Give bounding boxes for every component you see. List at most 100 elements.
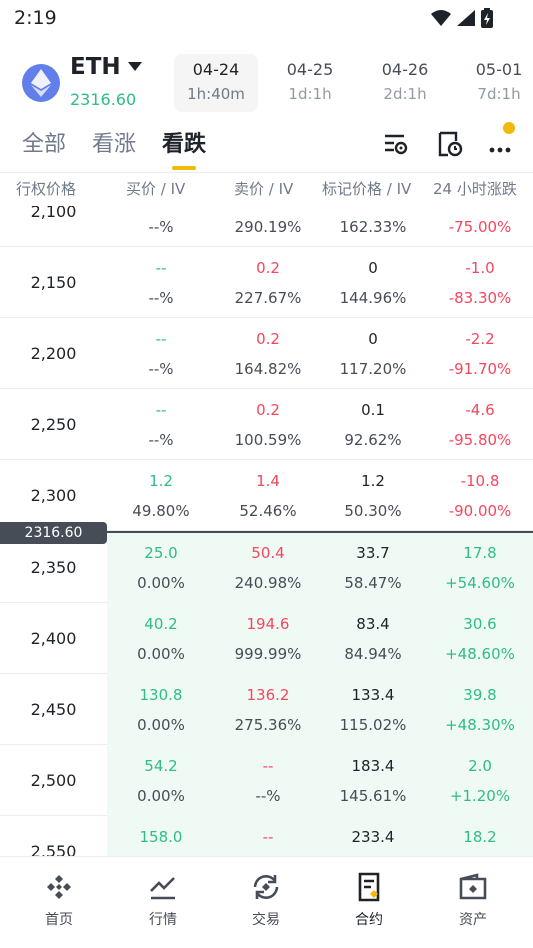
ask-iv: 290.19% [234,218,302,236]
nav-futures[interactable]: 合约 [316,857,422,948]
ask-price[interactable]: 0.2 [256,401,280,419]
header-bid: 买价 / IV [126,180,186,198]
expiry-tab-0501[interactable]: 05-01 7d:1h [457,54,533,112]
bid-price[interactable]: -- [155,401,167,419]
table-row[interactable]: 2,500 54.2 0.00% -- --% 183.4 145.61% 2.… [0,745,533,816]
in-the-money-highlight [107,816,533,856]
ask-iv: 52.46% [239,502,297,520]
strike-price: 2,150 [30,273,77,292]
home-icon [47,875,71,899]
change-percent: -91.70% [448,360,512,378]
settings-filter-icon[interactable] [382,130,410,158]
coin-price: 2316.60 [70,90,137,109]
in-the-money-highlight [107,745,533,816]
bid-price[interactable]: 54.2 [144,757,178,775]
wifi-icon [431,10,451,26]
ask-iv: 240.98% [234,574,302,592]
ethereum-icon[interactable] [22,64,60,102]
strike-price: 2,450 [30,700,77,719]
ask-price[interactable]: 50.4 [251,544,285,562]
nav-trade[interactable]: 交易 [213,857,319,948]
ask-price[interactable]: 0.2 [256,259,280,277]
nav-markets[interactable]: 行情 [110,857,216,948]
mark-price: 33.7 [356,544,390,562]
change-percent: -95.80% [448,431,512,449]
change-value: -1.0 [465,259,495,277]
bid-price[interactable]: 158.0 [139,828,183,846]
mark-price: 83.4 [356,615,390,633]
tab-all[interactable]: 全部 [22,132,67,157]
table-row[interactable]: 2,450 130.8 0.00% 136.2 275.36% 133.4 11… [0,674,533,745]
ask-price[interactable]: -- [262,757,274,775]
more-icon[interactable] [486,130,514,158]
bid-iv: --% [148,289,174,307]
table-row[interactable]: 2,550 158.0 -- 233.4 18.2 [0,816,533,856]
table-row[interactable]: 2,400 40.2 0.00% 194.6 999.99% 83.4 84.9… [0,603,533,674]
bid-price[interactable]: -- [155,259,167,277]
table-row[interactable]: 2,100 --% 290.19% 162.33% -75.00% [0,206,533,247]
expiry-date: 05-01 [475,60,523,79]
nav-home[interactable]: 首页 [6,857,112,948]
order-history-icon[interactable] [436,130,464,158]
ask-price[interactable]: -- [262,828,274,846]
change-percent: +48.30% [445,716,515,734]
change-value: -4.6 [465,401,495,419]
header-mark: 标记价格 / IV [322,180,412,198]
mark-iv: 145.61% [339,787,407,805]
tab-put[interactable]: 看跌 [162,132,207,157]
ask-iv: 100.59% [234,431,302,449]
mark-price: 133.4 [351,686,395,704]
bid-price[interactable]: -- [155,330,167,348]
signal-icon [457,10,475,26]
markets-icon [150,877,175,900]
ask-price[interactable]: 194.6 [246,615,290,633]
change-percent: -83.30% [448,289,512,307]
mark-iv: 117.20% [339,360,407,378]
expiry-tab-0426[interactable]: 04-26 2d:1h [363,54,447,112]
table-row[interactable]: 2,250 -- --% 0.2 100.59% 0.1 92.62% -4.6… [0,389,533,460]
bid-iv: 0.00% [137,716,185,734]
ask-price[interactable]: 136.2 [246,686,290,704]
option-chain-table[interactable]: 2,100 --% 290.19% 162.33% -75.00% 2,150 … [0,206,533,856]
status-bar: 2:19 [0,0,533,40]
strike-price: 2,350 [30,558,77,577]
tab-call[interactable]: 看涨 [92,132,137,157]
coin-symbol[interactable]: ETH [70,54,121,80]
expiry-date: 04-26 [381,60,429,79]
change-value: 39.8 [463,686,497,704]
nav-label: 合约 [355,912,383,928]
bid-price[interactable]: 40.2 [144,615,178,633]
table-row[interactable]: 2,200 -- --% 0.2 164.82% 0 117.20% -2.2 … [0,318,533,389]
bid-iv: --% [148,360,174,378]
ask-price[interactable]: 1.4 [256,472,280,490]
expiry-tab-0425[interactable]: 04-25 1d:1h [268,54,352,112]
table-row[interactable]: 2,350 25.0 0.00% 50.4 240.98% 33.7 58.47… [0,532,533,603]
bid-price[interactable]: 130.8 [139,686,183,704]
ask-iv: 275.36% [234,716,302,734]
notification-dot [503,122,515,134]
expiry-countdown: 1d:1h [288,85,332,103]
header-ask: 卖价 / IV [234,180,294,198]
bid-price[interactable]: 1.2 [149,472,173,490]
nav-assets[interactable]: 资产 [420,857,526,948]
mark-iv: 50.30% [344,502,402,520]
mark-iv: 58.47% [344,574,402,592]
expiry-countdown: 2d:1h [383,85,427,103]
ask-iv: 227.67% [234,289,302,307]
table-row[interactable]: 2,150 -- --% 0.2 227.67% 0 144.96% -1.0 … [0,247,533,318]
change-value: 17.8 [463,544,497,562]
table-row[interactable]: 2,300 1.2 49.80% 1.4 52.46% 1.2 50.30% -… [0,460,533,531]
expiry-countdown: 1h:40m [187,85,245,103]
bid-price[interactable]: 25.0 [144,544,178,562]
nav-label: 行情 [149,912,177,928]
ask-price[interactable]: 0.2 [256,330,280,348]
caret-down-icon[interactable] [128,62,142,72]
status-time: 2:19 [14,7,57,29]
ask-iv: --% [255,787,281,805]
expiry-tab-0424[interactable]: 04-24 1h:40m [174,54,258,112]
bid-iv: 0.00% [137,787,185,805]
mark-iv: 92.62% [344,431,402,449]
header-change: 24 小时涨跌 [433,180,517,198]
change-value: 30.6 [463,615,497,633]
status-icons [431,8,493,28]
